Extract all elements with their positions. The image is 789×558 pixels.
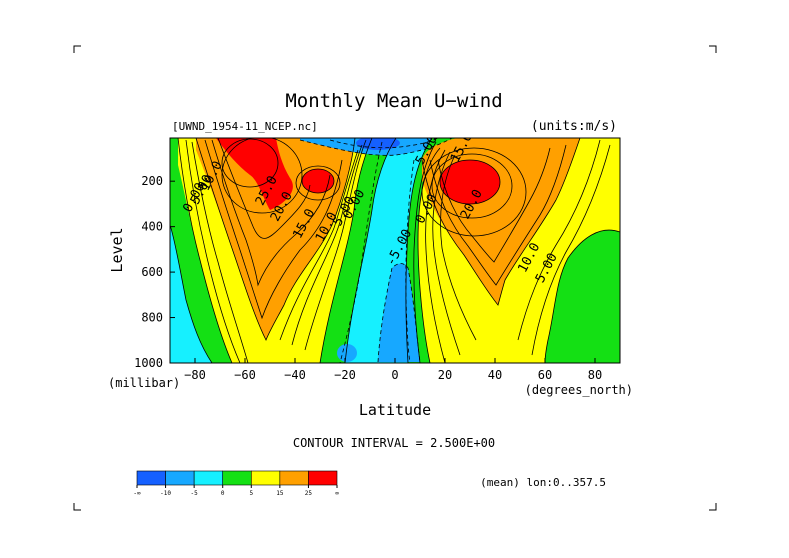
contour-sh-12 [279, 149, 359, 341]
x-tick-label: −80 [184, 368, 206, 382]
crop-mark-top-left [73, 45, 81, 53]
x-tick-label: 40 [488, 368, 502, 382]
x-tick-label: −20 [334, 368, 356, 382]
y-tick-label: 200 [141, 174, 163, 188]
negative-contours [299, 138, 453, 363]
colorbar-label: -∞ [133, 490, 141, 497]
fill-surface-easterlies-east [337, 344, 357, 362]
chart-title: Monthly Mean U−wind [285, 90, 502, 112]
contour-interval-label: CONTOUR INTERVAL = 2.500E+00 [293, 436, 495, 450]
contour-sh-jet-25 [221, 138, 303, 214]
crop-marks [73, 45, 717, 511]
crop-mark-top-right [709, 45, 717, 53]
contour-nh-east-12 [517, 139, 601, 341]
contour-sh-west-7 [185, 139, 241, 363]
contour-neg-sh [339, 141, 383, 363]
y-axis-units: (millibar) [108, 376, 180, 390]
contour-nh-east-10 [531, 144, 611, 356]
x-tick-label: 0 [391, 368, 398, 382]
colorbar-box [193, 470, 224, 486]
y-tick-label: 600 [141, 265, 163, 279]
x-tick-label: −60 [234, 368, 256, 382]
x-tick-label: 80 [588, 368, 602, 382]
x-axis-units: (degrees_north) [525, 383, 633, 397]
contour-nh-17 [429, 144, 567, 286]
contour-nh-12 [440, 154, 477, 341]
crop-mark-bottom-left [73, 503, 81, 511]
colorbar-label: -5 [191, 490, 199, 497]
y-tick-label: 400 [141, 220, 163, 234]
contour-neg-upper-2 [329, 138, 439, 149]
fill-nh-jet-core [440, 160, 500, 204]
crop-mark-bottom-right [709, 503, 717, 511]
contour-nh-10 [432, 151, 461, 356]
contour-sh-20 [211, 139, 331, 287]
colorbar-box [165, 470, 195, 486]
colorbar-label: 5 [249, 490, 253, 497]
colorbar-label: -10 [160, 490, 171, 497]
mean-info-label: (mean) lon:0..357.5 [480, 476, 606, 489]
contour-sh-7 [304, 139, 367, 351]
y-axis-label: Level [108, 227, 126, 272]
fill-tropical-easterlies-west [378, 263, 420, 362]
contour-sh-17 [204, 139, 343, 320]
y-tick-label: 800 [141, 311, 163, 325]
colorbar-box [279, 470, 309, 486]
contour-sh-sub-22 [295, 165, 341, 201]
colorbar-labels: -∞ -10 -5 0 5 15 25 ∞ [133, 485, 339, 497]
x-axis-label: Latitude [359, 401, 431, 419]
colorbar-label: 25 [305, 490, 313, 497]
contour-sh-15 [195, 138, 356, 341]
contour-sh-10 [291, 144, 363, 346]
colorbar-label: 15 [276, 490, 284, 497]
contour-sh-5 [319, 138, 373, 363]
contour-sh-west-0 [170, 224, 213, 363]
fill-antarctic-lowlevel [170, 280, 196, 363]
colorbar-box [222, 470, 252, 486]
contour-neg-nh [405, 159, 415, 363]
units-label: (units:m/s) [531, 119, 617, 134]
contour-nh-5 [417, 147, 441, 363]
contour-nh-0 [405, 138, 433, 363]
contour-nh-20 [437, 147, 551, 263]
contour-sh-sub-25 [301, 168, 335, 194]
contour-sh-22 [217, 138, 311, 239]
contour-neg-tropics [377, 263, 421, 363]
contour-nh-jet-25 [421, 147, 527, 237]
x-tick-label: −40 [284, 368, 306, 382]
x-tick-label: 60 [538, 368, 552, 382]
contour-lines [170, 138, 620, 363]
contour-nh-jet-27 [431, 153, 513, 219]
contour-neg-upper [299, 138, 453, 156]
dataset-label: [UWND_1954-11_NCEP.nc] [172, 120, 318, 133]
y-axis: 200 400 600 800 1000 [134, 174, 175, 370]
x-axis: −80 −60 −40 −20 0 20 40 60 80 [184, 358, 602, 382]
color-bar: -∞ -10 -5 0 5 15 25 ∞ [133, 470, 339, 497]
x-tick-label: 20 [438, 368, 452, 382]
colorbar-label: ∞ [335, 490, 339, 497]
contour-nh-15 [421, 138, 581, 306]
colorbar-box [308, 470, 338, 486]
contour-nh-east-5 [544, 229, 620, 363]
filled-contours [170, 138, 620, 363]
fill-sh-upper-jet [216, 138, 293, 210]
y-tick-label: 1000 [134, 356, 163, 370]
contour-sh-west-5 [177, 138, 233, 363]
contour-nh-jet-30 [439, 159, 501, 205]
colorbar-box [250, 470, 281, 486]
colorbar-label: 0 [221, 490, 225, 497]
colorbar-box [136, 470, 166, 486]
colorbar-boxes [136, 470, 338, 486]
contour-sh-west-10 [191, 141, 249, 363]
fill-nh-polar-surface [567, 290, 604, 363]
